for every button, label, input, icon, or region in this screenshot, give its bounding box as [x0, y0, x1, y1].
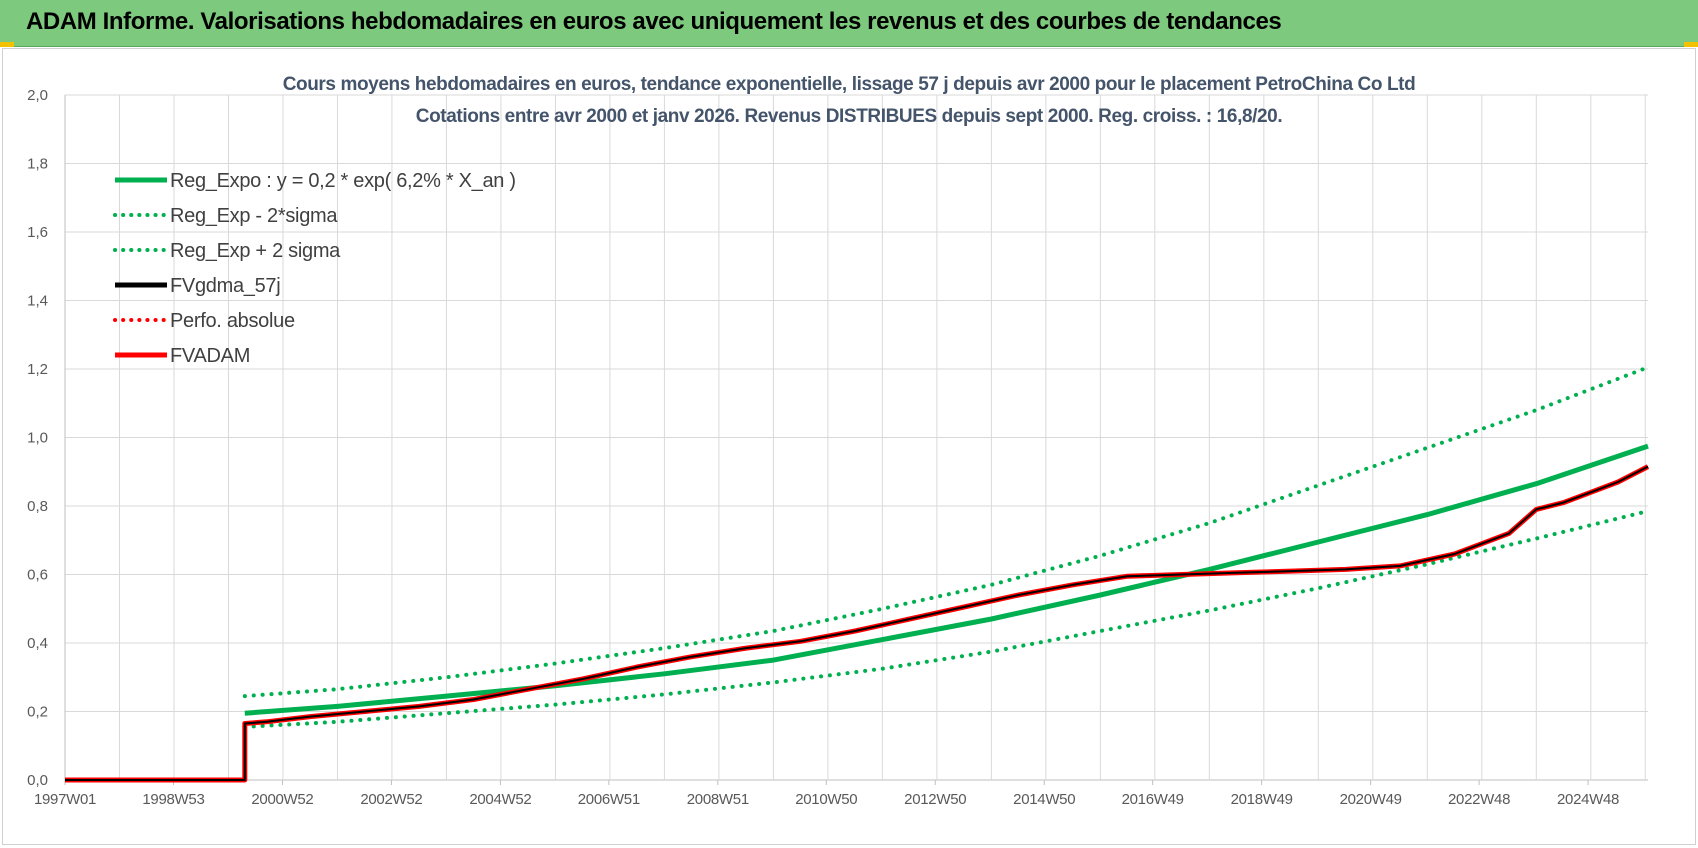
chart-legend: Reg_Expo : y = 0,2 * exp( 6,2% * X_an ) R…: [113, 170, 516, 367]
y-tick-label: 1,8: [27, 156, 48, 173]
y-tick-label: 1,4: [27, 293, 48, 310]
corner-marker: [0, 42, 14, 47]
x-tick-label: 2006W51: [578, 791, 640, 808]
page-title: ADAM Informe. Valorisations hebdomadaire…: [26, 8, 1282, 35]
corner-marker: [1684, 42, 1698, 47]
x-tick-label: 2010W50: [795, 791, 857, 808]
x-tick-label: 2020W49: [1340, 791, 1402, 808]
series-line-3: [65, 465, 1649, 781]
x-tick-label: 2008W51: [687, 791, 749, 808]
y-tick-label: 2,0: [27, 87, 48, 104]
x-tick-label: 2024W48: [1557, 791, 1619, 808]
chart-title: Cours moyens hebdomadaires en euros, ten…: [283, 74, 1416, 95]
chart-frame: [2, 48, 1696, 845]
x-tick-label: 2022W48: [1448, 791, 1510, 808]
x-tick-label: 1998W53: [142, 791, 204, 808]
y-tick-label: 0,0: [27, 772, 48, 789]
series-line-1: [242, 509, 1650, 729]
chart-subtitle: Cotations entre avr 2000 et janv 2026. R…: [416, 106, 1282, 127]
y-tick-label: 0,8: [27, 498, 48, 515]
x-axis-ticks: 1997W01 1998W53 2000W52 2002W52 2004W52 2006W…: [34, 780, 1619, 808]
y-tick-label: 0,4: [27, 635, 48, 652]
series-line-2: [242, 365, 1650, 699]
x-tick-label: 2000W52: [251, 791, 313, 808]
legend-label-3: FVgdma_57j: [170, 275, 280, 297]
legend-label-2: Reg_Exp + 2 sigma: [170, 240, 341, 262]
legend-label-4: Perfo. absolue: [170, 310, 295, 332]
x-tick-label: 2004W52: [469, 791, 531, 808]
legend-label-5: FVADAM: [170, 345, 250, 367]
x-tick-label: 2012W50: [904, 791, 966, 808]
series-line-5: [65, 464, 1650, 783]
y-tick-label: 1,2: [27, 361, 48, 378]
legend-label-0: Reg_Expo : y = 0,2 * exp( 6,2% * X_an ): [170, 170, 516, 192]
header-banner: ADAM Informe. Valorisations hebdomadaire…: [0, 0, 1698, 47]
x-tick-label: 1997W01: [34, 791, 96, 808]
x-tick-label: 2002W52: [360, 791, 422, 808]
chart-series: [65, 365, 1650, 783]
y-axis-ticks: 0,0 0,2 0,4 0,6 0,8 1,0 1,2 1,4 1,6 1,8 2,0: [27, 87, 48, 789]
x-tick-label: 2016W49: [1122, 791, 1184, 808]
legend-label-1: Reg_Exp - 2*sigma: [170, 205, 338, 227]
x-tick-label: 2014W50: [1013, 791, 1075, 808]
y-tick-label: 0,6: [27, 567, 48, 584]
y-tick-label: 0,2: [27, 704, 48, 721]
y-tick-label: 1,0: [27, 430, 48, 447]
y-tick-label: 1,6: [27, 224, 48, 241]
series-line-0: [244, 443, 1649, 716]
x-tick-label: 2018W49: [1231, 791, 1293, 808]
chart-grid: [64, 94, 1648, 781]
